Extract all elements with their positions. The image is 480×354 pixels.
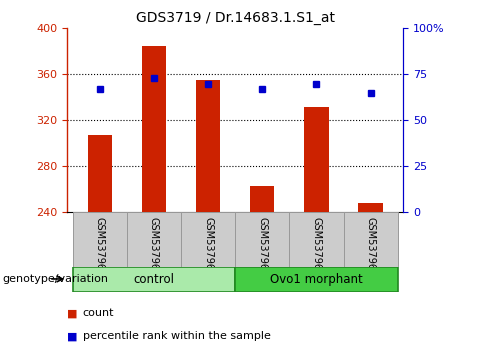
Bar bbox=[289, 212, 344, 267]
Bar bbox=[196, 80, 220, 212]
Bar bbox=[127, 212, 181, 267]
Title: GDS3719 / Dr.14683.1.S1_at: GDS3719 / Dr.14683.1.S1_at bbox=[136, 11, 335, 24]
Text: GSM537967: GSM537967 bbox=[366, 217, 376, 276]
Text: ■: ■ bbox=[67, 308, 78, 318]
Text: count: count bbox=[83, 308, 114, 318]
Bar bbox=[181, 212, 235, 267]
Bar bbox=[72, 212, 127, 267]
Bar bbox=[344, 212, 398, 267]
Text: Ovo1 morphant: Ovo1 morphant bbox=[270, 273, 363, 286]
Text: GSM537965: GSM537965 bbox=[257, 217, 267, 276]
Text: ■: ■ bbox=[67, 331, 78, 341]
Bar bbox=[235, 267, 398, 292]
Text: percentile rank within the sample: percentile rank within the sample bbox=[83, 331, 270, 341]
Text: GSM537963: GSM537963 bbox=[149, 217, 159, 276]
Text: GSM537966: GSM537966 bbox=[312, 217, 322, 276]
Text: GSM537962: GSM537962 bbox=[95, 217, 105, 276]
Bar bbox=[87, 135, 112, 212]
Bar bbox=[250, 186, 275, 212]
Text: genotype/variation: genotype/variation bbox=[2, 274, 108, 284]
Text: control: control bbox=[133, 273, 174, 286]
Bar bbox=[72, 267, 235, 292]
Bar bbox=[142, 46, 166, 212]
Bar bbox=[304, 107, 329, 212]
Bar bbox=[359, 203, 383, 212]
Text: GSM537964: GSM537964 bbox=[203, 217, 213, 276]
Bar bbox=[235, 212, 289, 267]
